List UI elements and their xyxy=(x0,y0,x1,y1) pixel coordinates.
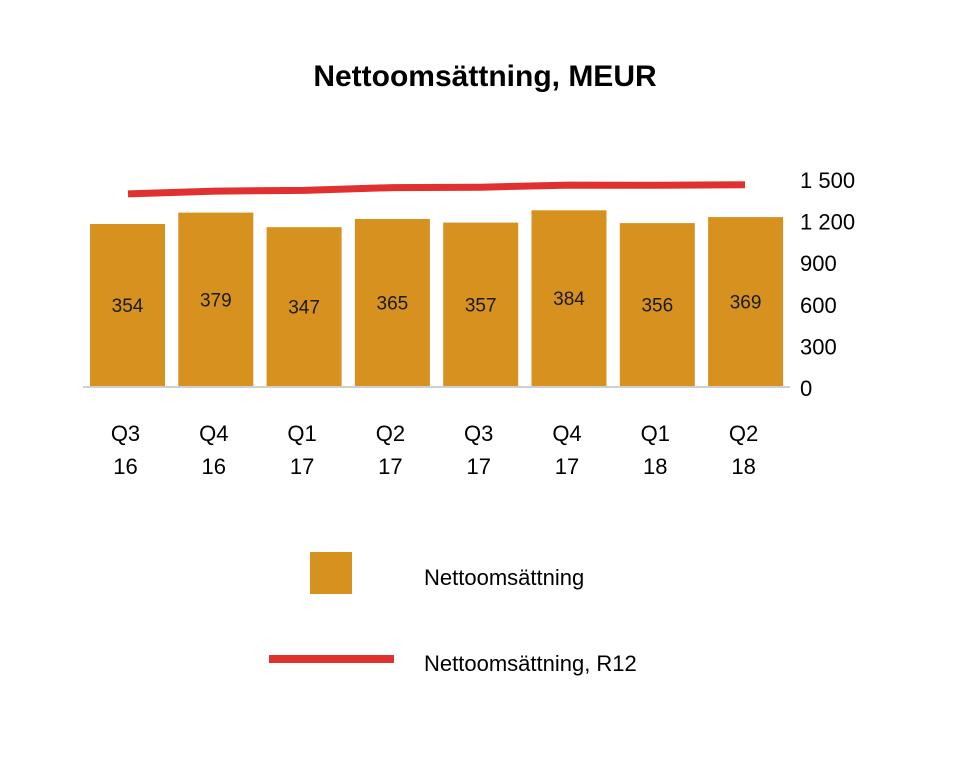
y-tick-label: 900 xyxy=(800,251,837,276)
bar-3 xyxy=(266,227,342,386)
r12-line-layer xyxy=(127,181,746,198)
x-tick-year: 16 xyxy=(202,454,226,479)
x-tick-quarter: Q2 xyxy=(376,421,405,446)
x-tick-year: 16 xyxy=(113,454,137,479)
bar-data-label-5: 357 xyxy=(465,295,497,316)
bar-7 xyxy=(619,223,695,386)
bar-1 xyxy=(90,224,165,386)
bar-8 xyxy=(708,217,784,386)
bar-data-label-2: 379 xyxy=(200,290,232,311)
x-axis-categories: Q3 16 Q4 16 Q1 17 Q2 17 Q3 17 Q4 17 Q1 18 Q2 18 xyxy=(111,421,758,479)
bar-4 xyxy=(354,219,430,386)
y-tick-label: 600 xyxy=(800,293,837,318)
x-tick-year: 17 xyxy=(555,454,579,479)
r12-line xyxy=(127,181,746,198)
x-tick-quarter: Q1 xyxy=(641,421,670,446)
y-tick-label: 0 xyxy=(800,376,812,401)
x-tick-year: 18 xyxy=(643,454,667,479)
x-tick-year: 17 xyxy=(466,454,490,479)
bars-layer xyxy=(90,210,784,386)
legend-swatch-bars xyxy=(310,552,352,594)
bar-labels-layer: 354 379 347 365 357 384 356 369 xyxy=(112,289,762,319)
legend: Nettoomsättning Nettoomsättning, R12 xyxy=(269,552,637,676)
y-tick-label: 1 200 xyxy=(800,210,855,235)
x-tick-year: 17 xyxy=(378,454,402,479)
bar-5 xyxy=(443,222,519,386)
x-tick-quarter: Q4 xyxy=(199,421,228,446)
y-axis-ticks: 0 300 600 900 1 200 1 500 xyxy=(800,168,855,401)
legend-label-bars: Nettoomsättning xyxy=(424,565,584,590)
bar-6 xyxy=(531,210,607,386)
bar-data-label-3: 347 xyxy=(288,298,320,319)
bar-2 xyxy=(178,212,254,386)
bar-data-label-1: 354 xyxy=(112,296,144,317)
y-tick-label: 300 xyxy=(800,334,837,359)
bar-data-label-6: 384 xyxy=(553,289,585,310)
x-tick-quarter: Q3 xyxy=(464,421,493,446)
x-tick-year: 17 xyxy=(290,454,314,479)
x-tick-quarter: Q4 xyxy=(552,421,581,446)
chart-title: Nettoomsättning, MEUR xyxy=(313,60,657,93)
x-tick-quarter: Q2 xyxy=(729,421,758,446)
y-tick-label: 1 500 xyxy=(800,168,855,193)
legend-label-line: Nettoomsättning, R12 xyxy=(424,651,637,676)
bar-data-label-4: 365 xyxy=(377,294,409,315)
x-tick-quarter: Q1 xyxy=(287,421,316,446)
bar-data-label-7: 356 xyxy=(641,296,673,317)
bar-data-label-8: 369 xyxy=(730,293,762,314)
x-tick-quarter: Q3 xyxy=(111,421,140,446)
x-tick-year: 18 xyxy=(731,454,755,479)
